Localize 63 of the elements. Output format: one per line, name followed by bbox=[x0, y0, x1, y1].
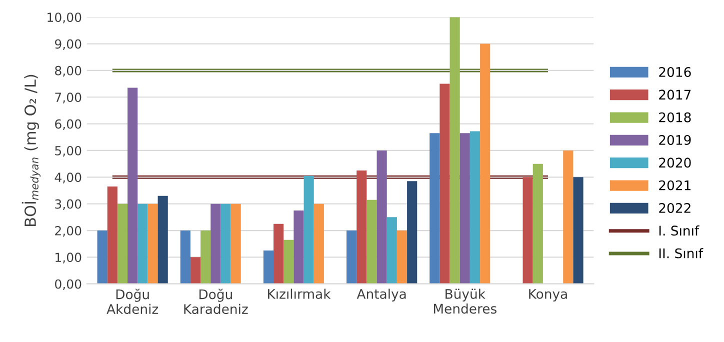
bar bbox=[200, 230, 211, 284]
bar bbox=[376, 150, 387, 284]
y-tick-label: 6,00 bbox=[55, 119, 82, 130]
bar bbox=[180, 230, 190, 284]
y-tick-label: 10,00 bbox=[48, 12, 82, 24]
bar bbox=[440, 84, 450, 284]
bar bbox=[430, 133, 440, 284]
bar bbox=[220, 204, 231, 284]
y-tick-label: 9,00 bbox=[54, 39, 82, 50]
bar bbox=[138, 204, 148, 284]
legend-label: 2021 bbox=[659, 180, 690, 190]
bar bbox=[148, 204, 158, 284]
bar bbox=[117, 204, 128, 284]
bar bbox=[97, 230, 108, 284]
bar bbox=[407, 181, 418, 284]
y-tick-label: 2,00 bbox=[55, 226, 82, 237]
legend-label: 2017 bbox=[659, 90, 691, 100]
legend-label: 2018 bbox=[659, 112, 691, 122]
bar bbox=[314, 204, 324, 284]
bar bbox=[532, 164, 543, 284]
x-tick-label: Antalya bbox=[356, 288, 406, 302]
bar bbox=[263, 250, 274, 284]
y-tick-label: 4,00 bbox=[54, 172, 82, 184]
x-tick-label: Doğu Akdeniz bbox=[106, 288, 158, 314]
bar bbox=[460, 133, 470, 284]
x-tick-label: Konya bbox=[529, 289, 567, 302]
y-tick-label: 7,00 bbox=[55, 92, 82, 104]
y-tick-label: 1,00 bbox=[56, 252, 82, 264]
legend-label: 2022 bbox=[659, 202, 690, 213]
legend-label: II. Sınıf bbox=[659, 248, 704, 258]
bar bbox=[470, 131, 480, 284]
bar bbox=[274, 224, 284, 284]
legend-label: 2020 bbox=[659, 158, 691, 168]
legend-label: 2016 bbox=[659, 67, 691, 77]
y-tick-label: 0,00 bbox=[55, 279, 82, 290]
bar bbox=[563, 150, 574, 284]
bar bbox=[230, 204, 241, 284]
x-tick-label: Kızılırmak bbox=[268, 288, 331, 299]
bar bbox=[107, 186, 118, 284]
bar bbox=[158, 196, 168, 284]
bar bbox=[386, 217, 397, 284]
x-tick-label: Büyük Menderes bbox=[434, 288, 496, 314]
legend-label: I. Sınıf bbox=[659, 225, 700, 236]
bar bbox=[573, 177, 584, 284]
bar bbox=[346, 230, 357, 284]
bar bbox=[128, 88, 138, 284]
y-tick-label: 3,00 bbox=[55, 199, 82, 210]
bar bbox=[450, 17, 460, 284]
bar bbox=[284, 240, 294, 284]
legend-label: 2019 bbox=[659, 135, 691, 145]
bar bbox=[356, 170, 367, 284]
bar bbox=[522, 177, 533, 284]
bar bbox=[396, 230, 408, 284]
bar bbox=[294, 210, 304, 284]
y-tick-label: 5,00 bbox=[55, 146, 82, 157]
bar bbox=[190, 257, 201, 284]
bar bbox=[304, 176, 314, 284]
x-tick-label: Doğu Karadeniz bbox=[184, 288, 248, 314]
y-axis-title: BOİ$_{medyan}$ (mg O₂ /L) bbox=[22, 74, 41, 226]
bar bbox=[480, 44, 490, 284]
bar bbox=[210, 204, 221, 284]
y-tick-label: 8,00 bbox=[55, 66, 82, 77]
bar bbox=[366, 200, 377, 284]
